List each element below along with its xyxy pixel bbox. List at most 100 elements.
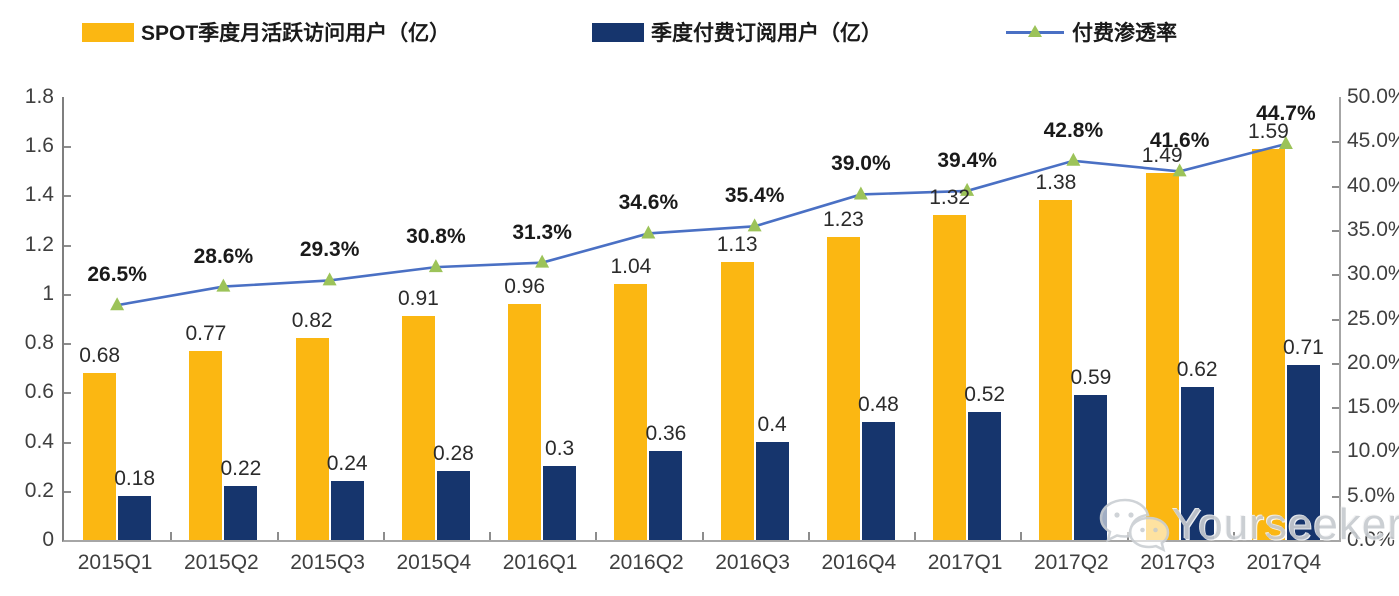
- mau-bar: [189, 350, 223, 540]
- mau-value-label: 0.91: [397, 287, 439, 311]
- axis-tick: [489, 532, 491, 540]
- subscribers-bar: [118, 495, 152, 540]
- line-marker-triangle-icon: [1172, 163, 1187, 177]
- mau-value-label: 0.68: [79, 343, 121, 367]
- y-axis-label-left: 1.6: [24, 134, 54, 158]
- mau-bar: [83, 372, 117, 540]
- watermark: Yourseeker: [1096, 496, 1399, 554]
- penetration-label: 31.3%: [512, 220, 572, 244]
- x-axis-label: 2016Q2: [609, 551, 684, 574]
- subscribers-bar: [224, 485, 258, 540]
- y-axis-label-right: 20.0%: [1347, 350, 1399, 374]
- axis-tick: [1332, 274, 1339, 277]
- y-axis-label-left: 0.8: [24, 331, 54, 355]
- axis-tick: [170, 532, 173, 540]
- subscribers-bar: [330, 480, 364, 540]
- axis-tick: [807, 532, 810, 540]
- penetration-label: 34.6%: [618, 191, 679, 215]
- subscribers-value-label: 0.4: [757, 412, 787, 436]
- penetration-label: 35.4%: [724, 184, 785, 208]
- axis-tick: [64, 392, 71, 395]
- y-axis-label-left: 1.2: [24, 232, 54, 256]
- y-axis-label-left: 0.4: [24, 429, 54, 453]
- x-axis-label: 2015Q3: [290, 551, 365, 574]
- line-marker-triangle-icon: [641, 225, 656, 239]
- axis-tick: [1332, 362, 1339, 365]
- subscribers-legend-swatch: [592, 22, 644, 42]
- axis-tick: [701, 532, 704, 540]
- penetration-label: 28.6%: [193, 244, 254, 268]
- legend-item-mau: SPOT季度月活跃访问用户（亿）: [82, 16, 450, 48]
- axis-tick: [64, 293, 71, 296]
- legend-triangle-icon: [1028, 25, 1042, 37]
- subscribers-bar: [1286, 365, 1320, 540]
- axis-tick: [1332, 229, 1339, 232]
- subscribers-value-label: 0.48: [857, 392, 899, 416]
- plot-area: 0.68 0.18 26.5% 0.77 0.22 28.6% 0.82 0.24 29.3% 0…: [62, 97, 1341, 542]
- axis-tick: [64, 490, 71, 493]
- x-axis-label: 2017Q1: [927, 551, 1003, 574]
- subscribers-value-label: 0.18: [114, 466, 156, 490]
- watermark-text: Yourseeker: [1172, 500, 1399, 549]
- penetration-label: 44.7%: [1256, 101, 1316, 125]
- axis-tick: [64, 244, 71, 247]
- subscribers-bar: [436, 471, 470, 540]
- y-axis-label-right: 25.0%: [1347, 306, 1399, 330]
- y-axis-label-left: 1: [42, 281, 54, 305]
- penetration-legend-marker: [1006, 22, 1064, 42]
- x-axis-label: 2016Q4: [821, 551, 897, 574]
- y-axis-label-right: 40.0%: [1347, 173, 1399, 197]
- axis-tick: [1332, 407, 1339, 410]
- axis-tick: [64, 343, 71, 346]
- line-marker-triangle-icon: [216, 278, 231, 292]
- x-axis-label: 2015Q1: [77, 551, 153, 574]
- mau-bar: [826, 237, 860, 540]
- mau-bar: [933, 215, 967, 540]
- penetration-label: 29.3%: [299, 238, 360, 262]
- x-axis-label: 2017Q2: [1034, 551, 1109, 574]
- penetration-line-layer: [110, 135, 1293, 311]
- line-marker-triangle-icon: [110, 297, 125, 311]
- axis-tick: [382, 532, 385, 540]
- subscribers-value-label: 0.62: [1176, 358, 1218, 382]
- axis-tick: [1332, 185, 1339, 188]
- mau-value-label: 0.96: [504, 274, 546, 298]
- line-marker-triangle-icon: [853, 186, 868, 200]
- subscribers-value-label: 0.36: [645, 422, 687, 446]
- mau-bar: [1145, 173, 1179, 540]
- penetration-legend-label: 付费渗透率: [1072, 22, 1177, 45]
- axis-tick: [914, 532, 916, 540]
- subscribers-value-label: 0.22: [220, 456, 262, 480]
- penetration-label: 41.6%: [1149, 129, 1210, 153]
- x-axis-label: 2016Q1: [502, 551, 578, 574]
- subscribers-bar: [1180, 387, 1214, 540]
- line-marker-triangle-icon: [1066, 152, 1081, 166]
- y-axis-label-right: 45.0%: [1347, 129, 1399, 153]
- legend-item-subscribers: 季度付费订阅用户（亿）: [592, 16, 882, 48]
- line-marker-triangle-icon: [960, 182, 975, 196]
- subscribers-value-label: 0.59: [1070, 365, 1112, 389]
- mau-value-label: 1.13: [716, 232, 758, 256]
- line-marker-triangle-icon: [322, 272, 337, 286]
- line-marker-triangle-icon: [428, 259, 443, 273]
- subscribers-bar: [968, 412, 1002, 540]
- penetration-label: 39.4%: [937, 148, 997, 172]
- subscribers-bar: [861, 421, 895, 540]
- mau-bar: [1251, 148, 1285, 540]
- axis-tick: [64, 195, 71, 198]
- mau-bar: [614, 284, 648, 540]
- mau-bar: [1039, 200, 1073, 540]
- x-axis-label: 2015Q2: [184, 551, 259, 574]
- y-axis-label-right: 5.0%: [1347, 483, 1395, 507]
- subscribers-bar: [755, 441, 789, 540]
- y-axis-label-left: 0: [42, 528, 54, 551]
- legend-item-penetration: 付费渗透率: [1006, 16, 1177, 48]
- y-axis-label-right: 0.0%: [1347, 528, 1395, 551]
- y-axis-label-left: 0.2: [24, 478, 54, 502]
- y-axis-label-right: 50.0%: [1347, 85, 1399, 108]
- mau-bar: [508, 303, 542, 540]
- line-marker-triangle-icon: [1278, 135, 1293, 149]
- axis-tick: [1332, 141, 1339, 144]
- x-axis-label: 2016Q3: [715, 551, 790, 574]
